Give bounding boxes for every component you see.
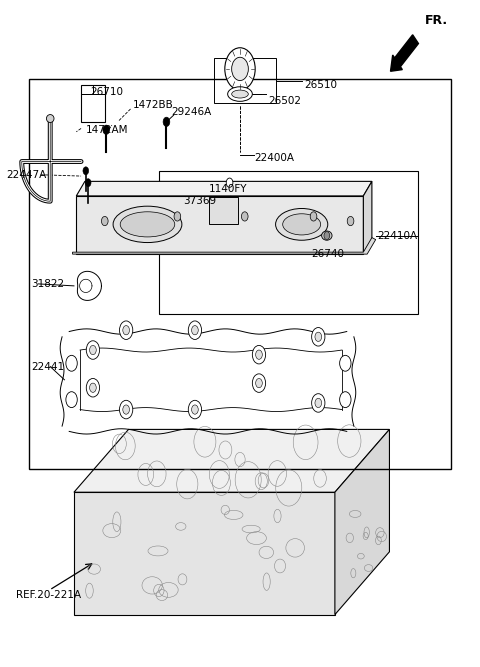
Ellipse shape [120,212,175,237]
Polygon shape [72,237,376,254]
Circle shape [226,178,233,187]
Circle shape [241,212,248,221]
Bar [81,85,105,122]
Text: 22447A: 22447A [7,170,47,179]
Polygon shape [74,492,335,614]
Circle shape [66,392,77,408]
Polygon shape [74,430,389,492]
Polygon shape [363,181,372,254]
Circle shape [192,325,198,335]
Text: 29246A: 29246A [171,107,212,117]
Circle shape [174,212,180,221]
Bar [159,171,418,313]
Circle shape [101,216,108,225]
Text: 26510: 26510 [304,81,337,91]
Ellipse shape [113,206,182,243]
Circle shape [188,321,202,340]
Circle shape [324,231,330,239]
Circle shape [312,394,325,412]
Circle shape [66,356,77,372]
Circle shape [192,405,198,414]
Circle shape [256,350,262,360]
Circle shape [256,378,262,388]
Text: 26502: 26502 [268,95,301,105]
Text: 31822: 31822 [31,279,64,289]
Circle shape [85,179,91,187]
Circle shape [188,400,202,419]
Ellipse shape [276,209,328,240]
Text: 37369: 37369 [183,196,216,206]
Text: 26740: 26740 [311,249,344,259]
Circle shape [103,125,109,135]
Circle shape [315,332,322,342]
Ellipse shape [232,90,248,98]
Ellipse shape [228,87,252,101]
Circle shape [86,341,99,360]
Circle shape [225,48,255,90]
Bar [209,197,238,224]
Circle shape [123,405,130,414]
Text: 22441: 22441 [31,362,64,372]
Bar [214,58,276,103]
Ellipse shape [283,214,321,235]
Circle shape [310,212,317,221]
Text: 22410A: 22410A [378,231,418,241]
Circle shape [123,325,130,335]
Circle shape [86,378,99,397]
Circle shape [232,57,248,81]
Circle shape [340,392,351,408]
Circle shape [120,400,133,419]
Circle shape [83,167,89,175]
Circle shape [340,356,351,372]
Bar [29,79,451,469]
Circle shape [252,374,265,392]
Text: 26710: 26710 [91,87,123,97]
Circle shape [90,383,96,392]
Circle shape [90,346,96,355]
Polygon shape [76,181,372,196]
Text: 22400A: 22400A [254,153,294,163]
Text: 1472BB: 1472BB [133,100,174,110]
Circle shape [252,346,265,364]
Text: FR.: FR. [425,14,448,27]
Text: REF.20-221A: REF.20-221A [16,590,81,600]
Ellipse shape [322,231,332,240]
FancyArrow shape [391,35,419,71]
Circle shape [163,117,170,127]
Circle shape [312,327,325,346]
Text: 1140FY: 1140FY [209,184,248,194]
Circle shape [347,216,354,225]
Polygon shape [76,196,363,254]
Polygon shape [335,430,389,614]
Ellipse shape [47,115,54,123]
Text: 1472AM: 1472AM [86,125,128,135]
Circle shape [120,321,133,340]
Circle shape [315,398,322,408]
